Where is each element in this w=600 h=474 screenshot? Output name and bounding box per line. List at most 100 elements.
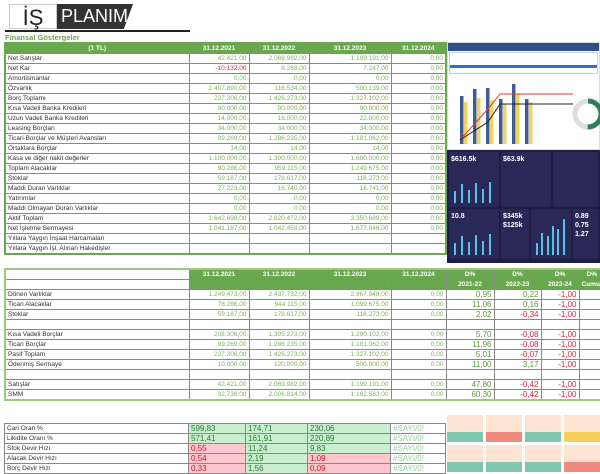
cell[interactable]: 3,17 [493,359,542,370]
kpi-thumbnail[interactable] [486,415,522,442]
cell[interactable]: 120.000,00 [248,359,310,370]
error-cell[interactable]: #SAYI/0! [390,443,446,454]
cell[interactable]: 0,00 [188,203,250,214]
cell[interactable]: 2.820.472,00 [248,213,310,224]
row-label[interactable]: Ödenmiş Sermaye [4,359,190,370]
cell[interactable]: 0,00 [390,389,447,401]
cell[interactable]: 1.162.583,00 [308,389,392,401]
column-header[interactable]: D% [540,268,580,280]
cell[interactable]: 116.534,00 [248,83,310,94]
cell[interactable]: 14,00 [248,143,310,154]
cell[interactable]: 0,00 [390,183,447,194]
column-header[interactable]: 31.12.2024 [390,268,447,280]
cell[interactable]: 944.115,00 [248,299,310,310]
row-label[interactable]: Kısa Vadeli Borçlar [4,329,190,340]
kpi-thumbnail[interactable] [447,445,483,472]
cell[interactable]: 1.041.167,00 [188,223,250,234]
cell[interactable]: 14.000,00 [188,113,250,124]
cell[interactable]: -0,42 [493,379,542,390]
error-cell[interactable]: #SAYI/0! [390,463,446,474]
cell[interactable]: 500.139,00 [308,83,392,94]
cell[interactable]: 10.000,00 [188,359,250,370]
cell[interactable] [248,233,310,244]
row-label[interactable]: Satışlar [4,379,190,390]
row-label[interactable]: Kasa ve diğer nakit değerler [4,153,190,164]
cell[interactable]: 1.181.062,00 [308,339,392,350]
cell[interactable]: -1,00 [540,389,580,401]
row-label[interactable]: Pasif Toplam [4,349,190,360]
cell[interactable]: 0,00 [390,299,447,310]
cell[interactable]: 0,00 [390,223,447,234]
row-label[interactable]: Ortaklara Borçlar [4,143,190,154]
cell[interactable]: 0,00 [390,173,447,184]
row-label[interactable]: Yıllara Yaygın İşl. Alınan Hakedişler [4,243,190,255]
cell[interactable]: 0,00 [390,53,447,64]
cell[interactable]: 0,00 [390,163,447,174]
cell[interactable] [188,369,250,380]
cell[interactable]: 0,00 [390,123,447,134]
row-label[interactable]: Yıllara Yaygın İnşaat Harcamaları [4,233,190,244]
cell[interactable]: 59.187,00 [188,309,250,320]
ratio-value[interactable]: 230,06 [307,423,391,434]
cell[interactable]: 1.677.846,00 [308,223,392,234]
cell[interactable]: 208.306,00 [188,329,250,340]
column-header[interactable]: 31.12.2021 [188,268,250,280]
column-subheader[interactable] [188,279,250,290]
cell[interactable]: 237.306,00 [188,349,250,360]
cell[interactable]: -1,00 [540,309,580,320]
row-label[interactable]: Amortismanlar [4,73,190,84]
cell[interactable]: 22.000,00 [308,113,392,124]
column-subheader[interactable] [248,279,310,290]
row-label[interactable]: Borç Toplamı [4,93,190,104]
cell[interactable]: 90.286,00 [188,163,250,174]
row-label[interactable]: Alacak Devir Hızı [4,453,189,464]
cell[interactable]: 1.300.000,00 [248,153,310,164]
row-label[interactable]: Dönen Varlıklar [4,289,190,300]
cell[interactable]: 1.249.675,00 [308,163,392,174]
cell[interactable] [578,379,600,390]
row-label[interactable]: Leasing Borçları [4,123,190,134]
cell[interactable]: 0,00 [390,73,447,84]
cell[interactable] [248,369,310,380]
cell[interactable]: 11,96 [445,339,495,350]
cell[interactable] [540,369,580,380]
cell[interactable]: 0,00 [188,193,250,204]
cell[interactable] [390,233,447,244]
cell[interactable] [578,359,600,370]
cell[interactable] [308,243,392,255]
cell[interactable]: 959.115,00 [248,163,310,174]
cell[interactable] [308,319,392,330]
cell[interactable]: 34.000,00 [248,123,310,134]
cell[interactable]: 60,30 [445,389,495,401]
cell[interactable]: 2.006.814,00 [248,389,310,401]
cell[interactable]: 34.000,00 [308,123,392,134]
cell[interactable]: 0,00 [390,83,447,94]
cell[interactable] [578,309,600,320]
cell[interactable]: 16.740,00 [248,183,310,194]
column-subheader[interactable] [308,279,392,290]
ratio-value[interactable]: 2,19 [245,453,308,464]
cell[interactable]: 1.642.696,00 [188,213,250,224]
row-label[interactable]: Net Kar [4,63,190,74]
cell[interactable]: 0,00 [248,203,310,214]
cell[interactable]: -10.132,00 [188,63,250,74]
cell[interactable]: 0,00 [390,63,447,74]
cell[interactable] [308,233,392,244]
cell[interactable]: 47,80 [445,379,495,390]
column-subheader[interactable] [4,279,190,290]
cell[interactable]: 1.181.062,00 [308,133,392,144]
cell[interactable]: -0,08 [493,329,542,340]
cell[interactable]: -0,08 [493,339,542,350]
cell[interactable]: 5,01 [445,349,495,360]
cell[interactable]: -1,00 [540,339,580,350]
ratio-value[interactable]: 1,56 [245,463,308,474]
row-label[interactable]: Stoklar [4,173,190,184]
row-label[interactable]: Net İşletme Sermayesi [4,223,190,234]
cell[interactable]: 34.000,00 [188,123,250,134]
cell[interactable]: 1.327.102,00 [308,349,392,360]
column-header[interactable]: 31.12.2022 [248,42,310,54]
ratio-value[interactable]: 1,09 [307,453,391,464]
column-subheader[interactable]: 2021-22 [445,279,495,290]
cell[interactable]: 500.000,00 [308,359,392,370]
cell[interactable]: 0,00 [390,213,447,224]
